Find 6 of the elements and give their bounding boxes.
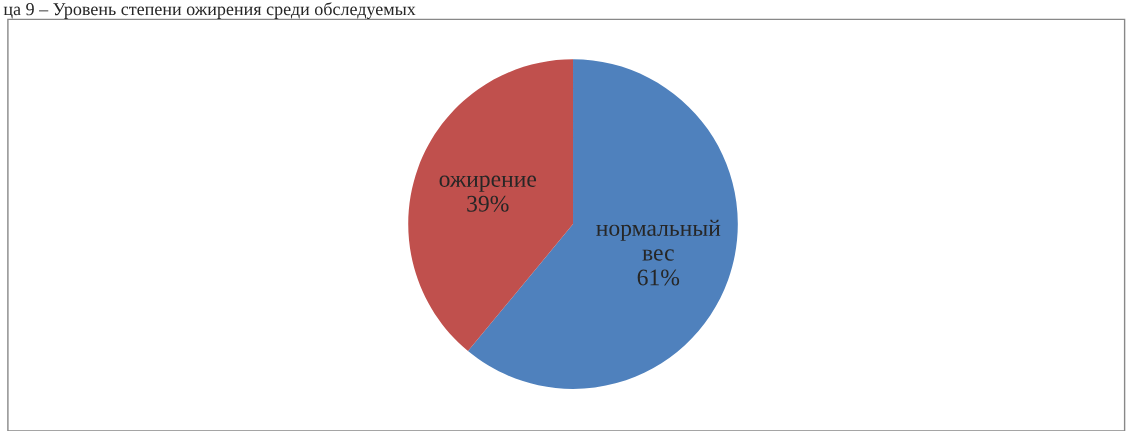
data-label: 39% [467,195,509,212]
slice-label: ожирение [439,175,537,192]
data-label: 61% [637,269,680,286]
text: ца 9 – Уровень степени ожирения среди обследуемых [3,2,416,19]
pie-slice [408,59,574,352]
slice-label: нормальный вес [596,219,721,261]
